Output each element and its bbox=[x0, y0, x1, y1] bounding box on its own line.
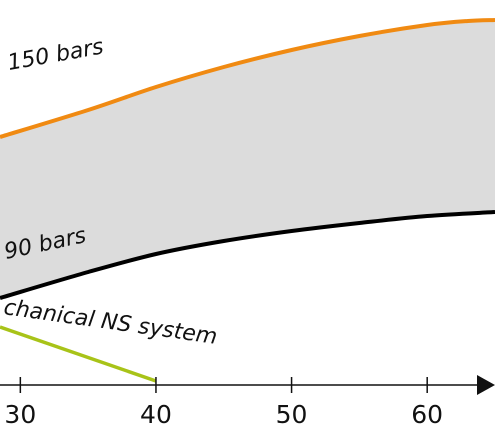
lower-curve-line bbox=[0, 210, 495, 300]
band-fill bbox=[0, 20, 495, 298]
upper-curve-line bbox=[0, 18, 495, 139]
x-tick-label-60: 60 bbox=[411, 400, 443, 429]
x-tick-label-30: 30 bbox=[4, 400, 36, 429]
x-axis-arrow-icon bbox=[477, 375, 495, 395]
extra-line bbox=[0, 325, 157, 383]
upper-curve-label: 150 bars bbox=[6, 34, 106, 75]
x-tick-label-40: 40 bbox=[140, 400, 172, 429]
extra-line-label: chanical NS system bbox=[2, 295, 219, 350]
x-tick-label-50: 50 bbox=[276, 400, 308, 429]
